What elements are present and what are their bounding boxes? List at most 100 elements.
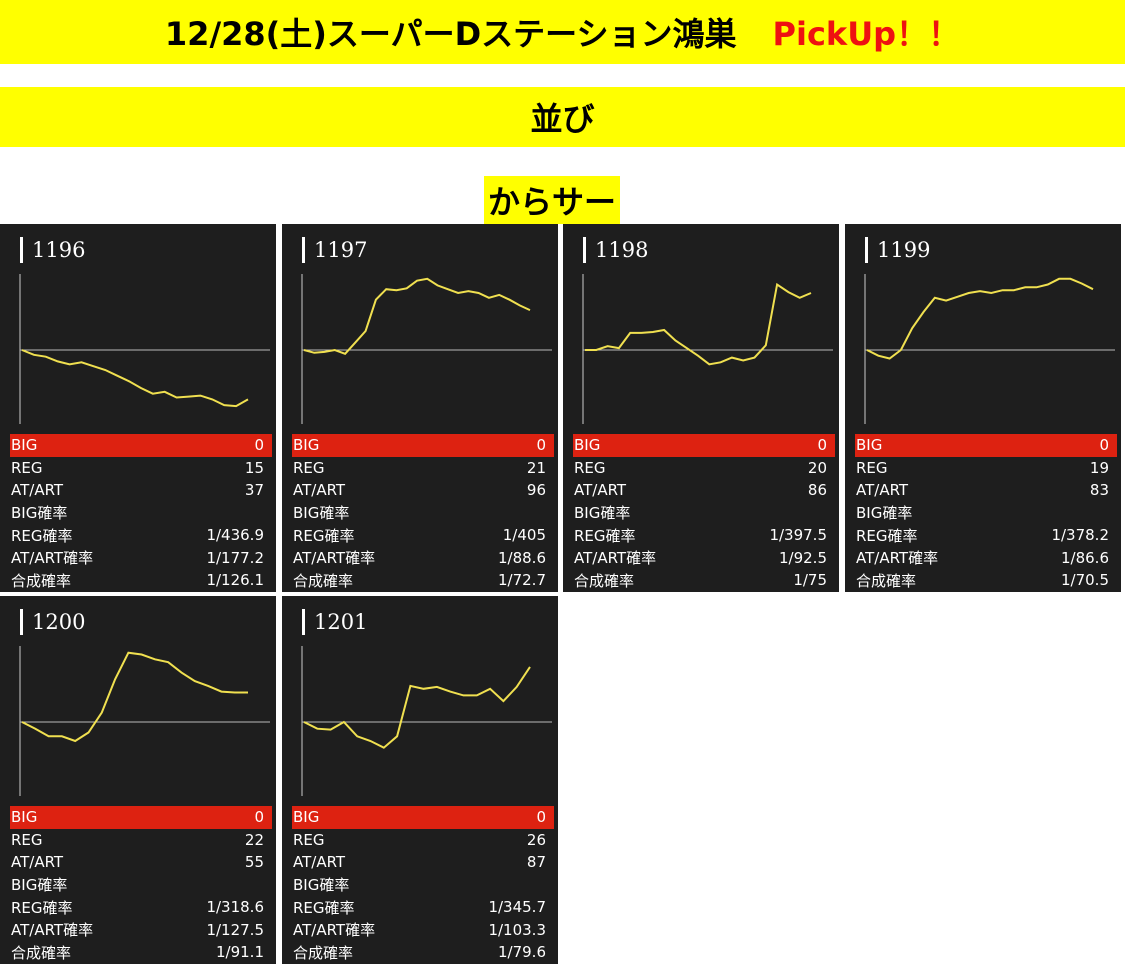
- stat-value: 96: [526, 481, 546, 500]
- stat-row-total-prob: 合成確率 1/72.7: [292, 569, 554, 592]
- stat-value: 0: [536, 436, 546, 455]
- stat-label: 合成確率: [574, 571, 635, 590]
- stat-row-big-prob: BIG確率: [855, 502, 1117, 525]
- stat-value: 37: [244, 481, 264, 500]
- stat-value: 55: [244, 853, 264, 872]
- stat-label: BIG: [574, 436, 601, 455]
- stat-value: 1/86.6: [1061, 548, 1109, 567]
- stat-label: BIG: [293, 808, 320, 827]
- stat-row-atart: AT/ART 87: [292, 851, 554, 874]
- stat-row-big: BIG 0: [292, 806, 554, 829]
- machine-number: 1199: [865, 236, 930, 264]
- stat-label: REG: [574, 458, 606, 477]
- machine-card: 1200 BIG 0 REG 22 AT/ART 55 BIG確率 REG確率 1/318.6 AT…: [0, 596, 276, 964]
- stat-row-big-prob: BIG確率: [10, 502, 272, 525]
- stat-row-reg-prob: REG確率 1/397.5: [573, 524, 835, 547]
- machine-card: 1197 BIG 0 REG 21 AT/ART 96 BIG確率 REG確率 1/405 AT/A…: [282, 224, 558, 592]
- stat-label: AT/ART確率: [574, 549, 657, 568]
- stat-value: 1/127.5: [206, 920, 264, 939]
- stat-row-reg-prob: REG確率 1/405: [292, 524, 554, 547]
- stat-label: AT/ART確率: [293, 921, 376, 940]
- stats-table: BIG 0 REG 22 AT/ART 55 BIG確率 REG確率 1/318.6 AT/ART…: [10, 806, 272, 964]
- title-bar-marker: [302, 609, 305, 635]
- machine-number-text: 1196: [32, 238, 86, 262]
- stat-row-atart: AT/ART 86: [573, 479, 835, 502]
- title-banner: 12/28(土)スーパーDステーション鴻巣 PickUp！！: [0, 0, 1125, 64]
- stat-row-total-prob: 合成確率 1/126.1: [10, 569, 272, 592]
- machine-number: 1200: [20, 608, 85, 636]
- stat-label: REG: [11, 458, 43, 477]
- stat-value: 1/345.7: [488, 898, 546, 917]
- stat-row-big: BIG 0: [10, 434, 272, 457]
- stat-row-atart-prob: AT/ART確率 1/177.2: [10, 547, 272, 570]
- section-banner: 並び: [0, 87, 1125, 147]
- slump-chart: [864, 274, 1115, 424]
- stat-label: REG: [856, 458, 888, 477]
- stat-value: 19: [1089, 458, 1109, 477]
- stat-row-big-prob: BIG確率: [10, 874, 272, 897]
- stat-value: 1/70.5: [1061, 571, 1109, 590]
- stat-row-atart-prob: AT/ART確率 1/127.5: [10, 919, 272, 942]
- stat-row-reg-prob: REG確率 1/318.6: [10, 896, 272, 919]
- stat-value: 1/91.1: [216, 943, 264, 962]
- stat-label: REG確率: [11, 526, 73, 545]
- stat-value: 1/79.6: [498, 943, 546, 962]
- stat-label: BIG確率: [293, 504, 350, 523]
- stat-label: REG確率: [11, 898, 73, 917]
- stat-row-total-prob: 合成確率 1/79.6: [292, 941, 554, 964]
- stat-label: REG確率: [574, 526, 636, 545]
- machine-number: 1198: [583, 236, 648, 264]
- stat-label: REG: [293, 458, 325, 477]
- slump-chart: [19, 274, 270, 424]
- stat-value: 1/405: [502, 526, 546, 545]
- stat-label: AT/ART: [11, 853, 64, 872]
- stat-value: 22: [244, 830, 264, 849]
- slump-line: [21, 349, 249, 408]
- stat-row-big-prob: BIG確率: [573, 502, 835, 525]
- stat-label: REG: [293, 830, 325, 849]
- slump-line: [585, 282, 812, 366]
- pickup-label: PickUp！！: [772, 15, 961, 53]
- stats-table: BIG 0 REG 15 AT/ART 37 BIG確率 REG確率 1/436.9 AT/ART…: [10, 434, 272, 592]
- slump-line: [21, 651, 248, 743]
- slump-chart: [582, 274, 833, 424]
- stat-value: 86: [807, 481, 827, 500]
- stat-label: REG確率: [293, 898, 355, 917]
- stat-label: REG確率: [856, 526, 918, 545]
- stat-row-atart: AT/ART 55: [10, 851, 272, 874]
- stat-label: 合成確率: [11, 571, 72, 590]
- stat-row-reg: REG 20: [573, 457, 835, 480]
- stat-row-atart-prob: AT/ART確率 1/92.5: [573, 547, 835, 570]
- machine-number: 1201: [302, 608, 367, 636]
- stat-row-atart: AT/ART 37: [10, 479, 272, 502]
- stat-label: AT/ART: [293, 481, 346, 500]
- machine-number: 1197: [302, 236, 367, 264]
- stat-row-reg: REG 22: [10, 829, 272, 852]
- stat-value: 1/72.7: [498, 571, 546, 590]
- title-bar-marker: [20, 237, 23, 263]
- stat-value: 83: [1089, 481, 1109, 500]
- stat-label: BIG確率: [856, 504, 913, 523]
- stat-value: 1/177.2: [206, 548, 264, 567]
- slump-line: [303, 666, 531, 749]
- stat-row-total-prob: 合成確率 1/70.5: [855, 569, 1117, 592]
- stat-row-atart: AT/ART 83: [855, 479, 1117, 502]
- stat-row-big: BIG 0: [855, 434, 1117, 457]
- slump-line: [866, 277, 1094, 360]
- stat-label: 合成確率: [293, 571, 354, 590]
- slump-chart: [19, 646, 270, 796]
- stat-value: 1/92.5: [779, 548, 827, 567]
- stat-row-big: BIG 0: [292, 434, 554, 457]
- machine-card: 1201 BIG 0 REG 26 AT/ART 87 BIG確率 REG確率 1/345.7 AT…: [282, 596, 558, 964]
- section-title: 並び: [530, 100, 595, 138]
- machine-number-text: 1201: [314, 610, 368, 634]
- slump-chart: [301, 274, 552, 424]
- stat-value: 15: [244, 458, 264, 477]
- stat-label: BIG: [856, 436, 883, 455]
- title-bar-marker: [302, 237, 305, 263]
- stat-label: AT/ART確率: [11, 921, 94, 940]
- stat-row-reg-prob: REG確率 1/436.9: [10, 524, 272, 547]
- stat-value: 26: [526, 830, 546, 849]
- machine-number-text: 1197: [314, 238, 368, 262]
- stat-row-big: BIG 0: [10, 806, 272, 829]
